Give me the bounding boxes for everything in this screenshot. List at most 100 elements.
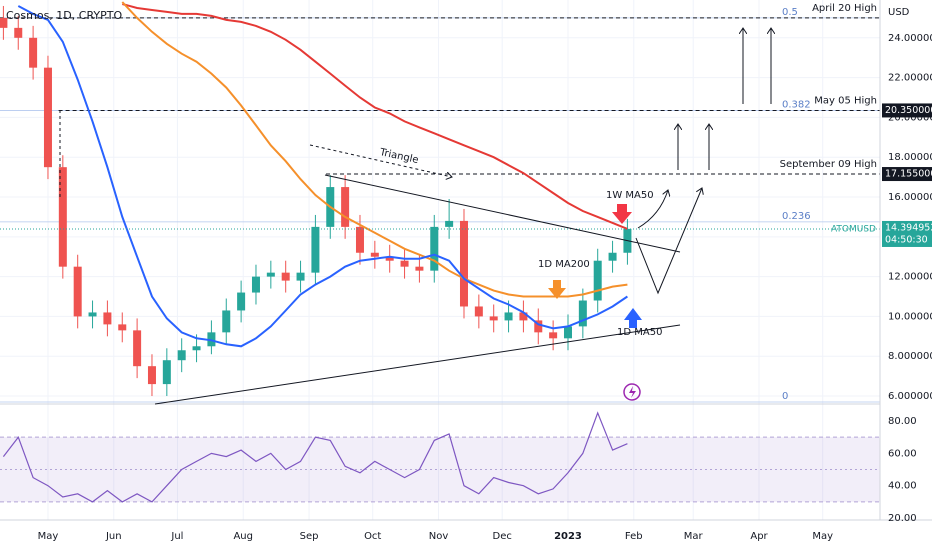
annotation: 1D MA200	[538, 259, 590, 270]
triangle-upper	[324, 174, 681, 253]
x-tick-label: Jun	[105, 531, 122, 542]
ma-line	[121, 1, 628, 298]
candle-body	[237, 292, 246, 311]
candle-body	[370, 252, 379, 257]
price-tag-label: 20.3500000	[885, 105, 932, 116]
candle-body	[118, 324, 127, 331]
candle-body	[14, 27, 23, 38]
y-tick-label: 12.0000000	[888, 272, 932, 283]
candle-body	[459, 220, 468, 307]
level-label: April 20 High	[812, 3, 877, 14]
rsi-pane	[0, 411, 880, 503]
candle-body	[341, 187, 350, 227]
candle-body	[578, 300, 587, 327]
candle-body	[430, 226, 439, 271]
candle-body	[549, 332, 558, 339]
candle-body	[266, 272, 275, 277]
candle-body	[593, 260, 602, 301]
price-tag	[882, 103, 932, 118]
candle-body	[519, 312, 528, 321]
candle-body	[534, 320, 543, 333]
x-tick-label: Sep	[300, 531, 319, 542]
y-tick-label: 8.0000000	[888, 351, 932, 362]
axes: 24.0000000 22.0000000 20.0000000 18.0000000…	[38, 3, 932, 542]
candle-body	[563, 326, 572, 339]
candle-body	[73, 266, 82, 317]
candle-body	[192, 346, 201, 351]
chart-title: Cosmos, 1D, CRYPTO	[6, 9, 122, 22]
candle-body	[133, 330, 142, 367]
event-icon[interactable]	[623, 383, 641, 401]
candle-body	[281, 272, 290, 281]
x-tick-label: Dec	[493, 531, 512, 542]
candle-body	[445, 220, 454, 227]
x-tick-label: Mar	[684, 531, 704, 542]
candle-body	[222, 310, 231, 333]
grid	[0, 0, 880, 520]
currency: USD	[888, 7, 910, 18]
x-tick-label: May	[812, 531, 833, 542]
price-tag-label: 17.1550000	[885, 169, 932, 180]
candle-body	[400, 260, 409, 267]
candle-body	[251, 276, 260, 293]
candle-body	[355, 226, 364, 253]
triangle-arrow	[309, 144, 452, 177]
x-tick-label: Oct	[364, 531, 381, 542]
candle-body	[29, 37, 38, 68]
y-tick-label: 24.0000000	[888, 33, 932, 44]
x-tick-label: Jul	[170, 531, 183, 542]
rsi-tick-label: 60.00	[888, 448, 917, 459]
price-tag	[882, 220, 932, 247]
candle-body	[58, 167, 67, 267]
y-tick-label: 22.0000000	[888, 73, 932, 84]
rsi-tick-label: 80.00	[888, 416, 917, 427]
countdown: 04:50:30	[885, 234, 928, 245]
fib-label: 0.382	[782, 99, 811, 110]
price-tag-label: 14.3949520	[885, 222, 932, 233]
price-tag	[882, 167, 932, 182]
candle-body	[0, 17, 8, 28]
symbol-label: ATOMUSD	[831, 224, 876, 234]
candle-body	[88, 312, 97, 317]
x-tick-label: Feb	[625, 531, 643, 542]
candle-body	[474, 306, 483, 317]
candle-body	[385, 256, 394, 261]
level-label: September 09 High	[780, 159, 877, 170]
blue-arrow	[624, 308, 642, 328]
candle-body	[103, 312, 112, 325]
rsi-tick-label: 20.00	[888, 513, 917, 524]
fib-label: 0.236	[782, 211, 811, 222]
y-tick-label: 6.0000000	[888, 391, 932, 402]
candle-body	[177, 350, 186, 361]
candle-body	[311, 226, 320, 273]
x-tick-label: May	[38, 531, 59, 542]
ma-line	[17, 5, 628, 348]
rsi-tick-label: 40.00	[888, 481, 917, 492]
y-tick-label: 16.0000000	[888, 192, 932, 203]
event-bolt	[629, 386, 636, 398]
projection	[635, 188, 702, 295]
candle-body	[147, 366, 156, 385]
x-tick-label: 2023	[554, 531, 582, 542]
y-tick-label: 20.0000000	[888, 112, 932, 123]
triangle-lower	[154, 324, 681, 405]
candle-body	[162, 360, 171, 385]
candle-body	[504, 312, 513, 321]
level-label: May 05 High	[814, 95, 877, 106]
price-pane	[0, 1, 880, 403]
fib-label: 0	[782, 391, 788, 402]
red-arrow	[612, 204, 632, 224]
y-tick-label: 10.0000000	[888, 311, 932, 322]
candle-body	[296, 272, 305, 281]
rsi-line	[2, 411, 628, 503]
candle-body	[489, 316, 498, 321]
annotation: 1D MA50	[617, 327, 662, 338]
orange-arrow	[548, 280, 566, 299]
candle-body	[608, 252, 617, 261]
projection-curve	[637, 190, 668, 229]
candle-body	[415, 266, 424, 271]
candle-body	[43, 67, 52, 168]
drawings: Cosmos, 1D, CRYPTO USD Triangle 1W MA50 …	[0, 0, 932, 521]
ma-line	[122, 3, 628, 230]
